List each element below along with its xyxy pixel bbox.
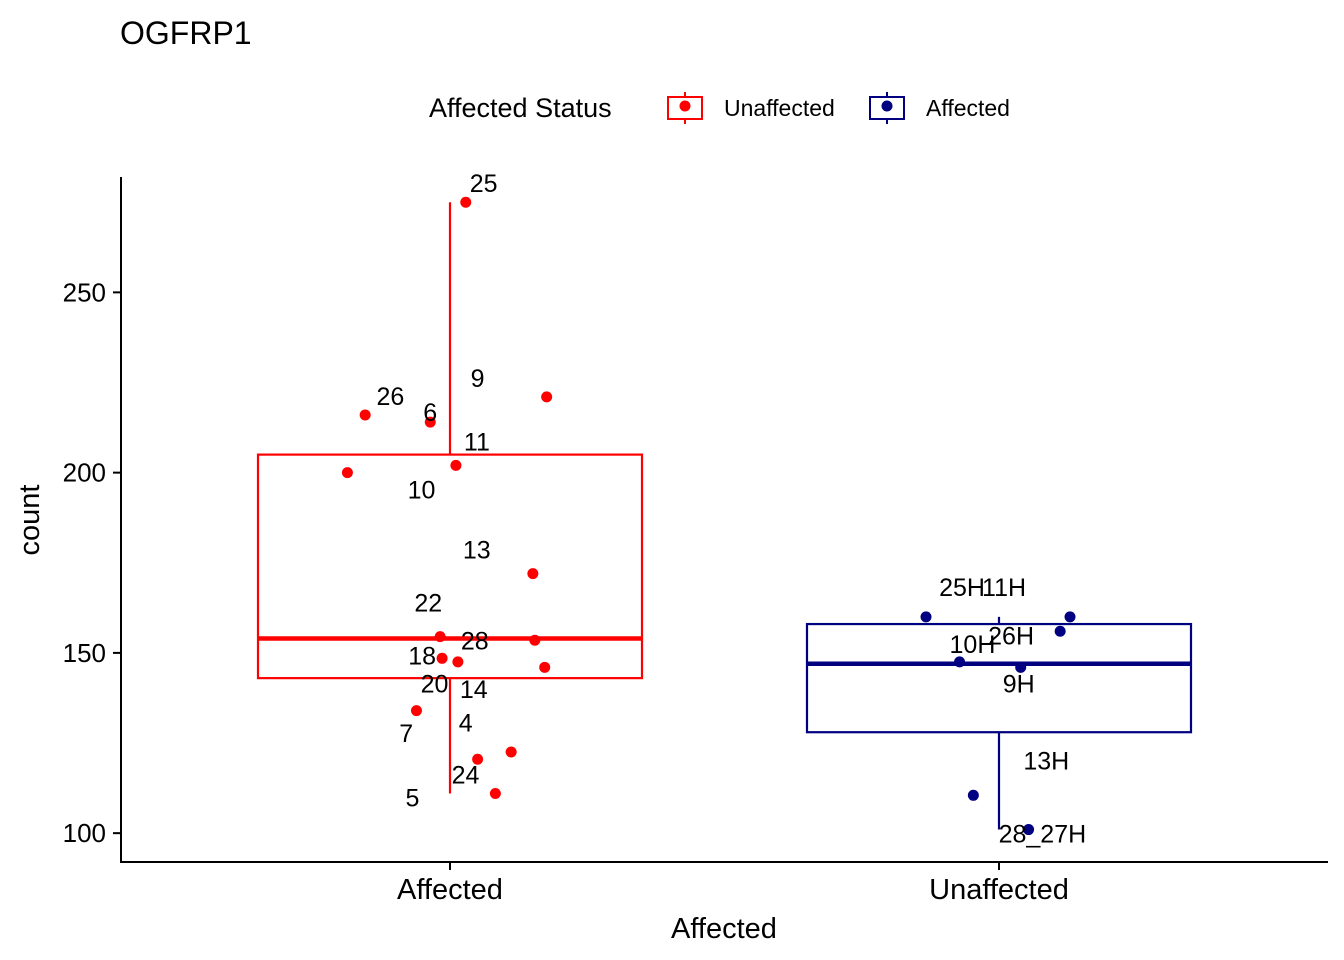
data-point: [527, 568, 539, 580]
data-point: [541, 391, 553, 403]
point-label: 10H: [950, 631, 996, 659]
data-point: [967, 789, 979, 801]
y-tick-label: 150: [63, 638, 106, 668]
point-label: 7: [399, 720, 413, 748]
point-label: 18: [408, 642, 436, 670]
y-axis-label: count: [14, 485, 46, 556]
x-axis-label: Affected: [671, 913, 777, 945]
point-label: 4: [459, 709, 473, 737]
data-point: [1054, 625, 1066, 637]
legend-title: Affected Status: [429, 93, 612, 123]
point-label: 11: [464, 428, 490, 456]
x-tick-label: Affected: [397, 874, 503, 906]
box-body: [256, 453, 644, 680]
point-label: 25H: [939, 574, 985, 602]
point-label: 9: [471, 365, 485, 393]
point-label: 28_27H: [999, 821, 1087, 849]
legend-item-affected: Affected: [869, 92, 1010, 124]
data-point: [529, 634, 541, 646]
point-label: 26: [376, 383, 404, 411]
point-label: 20: [421, 671, 449, 699]
data-point: [410, 705, 422, 717]
point-label: 14: [460, 676, 488, 704]
point-label: 11H: [982, 574, 1026, 602]
legend-label-affected: Affected: [926, 95, 1010, 121]
data-point: [341, 467, 353, 479]
point-label: 5: [405, 785, 419, 813]
legend-item-unaffected: Unaffected: [667, 92, 835, 124]
legend-key-affected-point: [881, 100, 893, 112]
box-unaffected: [805, 616, 1193, 830]
data-point: [472, 753, 484, 765]
x-axis-ticks: Affected Unaffected: [397, 862, 1069, 906]
point-label: 6: [423, 399, 437, 427]
point-label: 26H: [988, 622, 1034, 650]
point-label: 9H: [1003, 670, 1035, 698]
data-point: [434, 631, 446, 643]
legend-key-unaffected-point: [679, 100, 691, 112]
y-tick-label: 100: [63, 818, 106, 848]
data-point: [539, 661, 551, 673]
data-point: [920, 611, 932, 623]
box-body: [805, 622, 1193, 734]
legend: Affected Status Unaffected Affected: [429, 92, 1010, 124]
y-tick-label: 250: [63, 277, 106, 307]
point-label: 10: [408, 477, 436, 505]
chart-title: OGFRP1: [120, 15, 252, 51]
data-point: [954, 656, 966, 668]
box-affected: [256, 202, 644, 794]
data-point: [452, 656, 464, 668]
y-tick-label: 200: [63, 458, 106, 488]
point-label: 24: [452, 761, 480, 789]
x-tick-label: Unaffected: [929, 874, 1069, 906]
point-label: 13H: [1023, 747, 1069, 775]
data-point: [489, 788, 501, 799]
data-point: [1023, 824, 1035, 836]
point-label: 13: [463, 537, 491, 565]
data-point: [460, 196, 472, 208]
y-axis-ticks: 100 150 200 250: [63, 277, 121, 848]
data-point: [1015, 661, 1027, 673]
data-point: [436, 652, 448, 664]
data-point: [505, 746, 517, 758]
data-point: [359, 409, 371, 421]
legend-label-unaffected: Unaffected: [724, 95, 835, 121]
point-label: 22: [414, 590, 442, 618]
data-point: [424, 416, 436, 428]
point-label: 28: [461, 627, 489, 655]
data-point: [450, 459, 462, 471]
data-point: [1064, 611, 1076, 623]
point-label: 25: [470, 170, 498, 198]
